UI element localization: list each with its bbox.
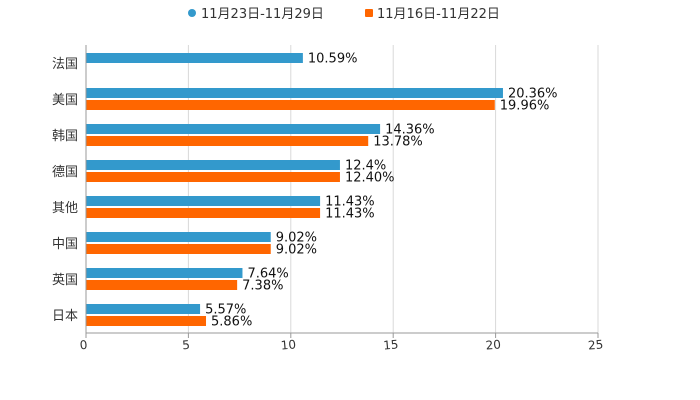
x-tick-label: 5 xyxy=(182,338,191,353)
bar-series-1 xyxy=(86,124,381,134)
x-tick-label: 25 xyxy=(587,337,603,352)
bar-series-2 xyxy=(86,280,238,290)
x-tick-label: 20 xyxy=(485,337,501,352)
category-label: 其他 xyxy=(52,201,78,216)
bar-series-2 xyxy=(86,172,340,182)
category-label: 法国 xyxy=(52,57,78,72)
category-label: 中国 xyxy=(52,237,78,252)
axes xyxy=(85,45,599,338)
category-label: 日本 xyxy=(52,309,78,324)
bar-series-2 xyxy=(86,136,369,146)
category-label: 美国 xyxy=(52,93,78,108)
bars xyxy=(86,53,503,326)
data-label-series-2: 7.38% xyxy=(242,279,283,294)
data-label-series-2: 13.78% xyxy=(373,135,423,150)
data-label-series-1: 12.4% xyxy=(345,159,386,174)
data-label-series-1: 7.64% xyxy=(247,267,288,282)
bar-series-2 xyxy=(86,100,495,110)
category-label: 韩国 xyxy=(52,129,78,144)
legend: 11月23日-11月29日 11月16日-11月22日 xyxy=(188,7,500,22)
data-label-series-2: 9.02% xyxy=(276,243,317,258)
legend-marker-series-1 xyxy=(188,9,196,17)
data-label-series-1: 5.57% xyxy=(205,303,246,318)
bar-series-2 xyxy=(86,244,271,254)
category-label: 英国 xyxy=(52,273,78,288)
legend-label-series-1: 11月23日-11月29日 xyxy=(201,7,324,22)
x-tick-label: 10 xyxy=(280,337,296,352)
data-label-series-1: 20.36% xyxy=(508,87,558,102)
data-label-series-1: 9.02% xyxy=(276,231,317,246)
bar-series-1 xyxy=(86,232,271,242)
data-label-series-1: 14.36% xyxy=(385,123,435,138)
labels: 0 5 10 15 20 25 法国 10.59% 美国 20.36%19.96% 韩国 14.36%… xyxy=(52,52,604,353)
x-tick-label: 15 xyxy=(383,337,399,352)
bar-series-1 xyxy=(86,53,303,63)
bar-series-1 xyxy=(86,268,243,278)
bar-series-1 xyxy=(86,196,321,206)
bar-series-2 xyxy=(86,208,321,218)
data-label-series-2: 11.43% xyxy=(325,207,375,222)
bar-series-1 xyxy=(86,304,201,314)
data-label-series-2: 19.96% xyxy=(500,99,550,114)
legend-label-series-2: 11月16日-11月22日 xyxy=(377,7,500,22)
bar-series-2 xyxy=(86,316,207,326)
category-label: 德国 xyxy=(52,165,78,180)
bar-series-1 xyxy=(86,88,503,98)
data-label-series-2: 12.40% xyxy=(345,171,395,186)
data-label-series-2: 5.86% xyxy=(211,315,252,330)
bar-series-1 xyxy=(86,160,340,170)
data-label-series-1: 10.59% xyxy=(308,52,358,67)
x-tick-label: 0 xyxy=(79,338,88,353)
legend-marker-series-2 xyxy=(365,9,373,17)
data-label-series-1: 11.43% xyxy=(325,195,375,210)
